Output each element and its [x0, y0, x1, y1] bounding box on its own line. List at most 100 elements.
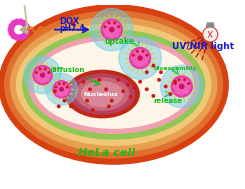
Circle shape	[36, 76, 42, 81]
Circle shape	[152, 64, 155, 67]
Circle shape	[45, 72, 50, 78]
Circle shape	[48, 72, 49, 73]
Circle shape	[21, 21, 27, 26]
Ellipse shape	[81, 82, 123, 106]
Circle shape	[127, 83, 129, 86]
Circle shape	[137, 50, 138, 52]
Circle shape	[122, 90, 124, 92]
Circle shape	[63, 87, 69, 92]
Circle shape	[138, 56, 142, 60]
Circle shape	[184, 83, 190, 90]
Circle shape	[21, 33, 27, 39]
Circle shape	[33, 66, 52, 84]
Circle shape	[129, 96, 132, 98]
Circle shape	[146, 88, 148, 91]
Circle shape	[18, 19, 23, 24]
Circle shape	[132, 55, 138, 61]
Circle shape	[89, 88, 91, 91]
Circle shape	[60, 88, 63, 91]
Ellipse shape	[23, 30, 205, 139]
Circle shape	[179, 89, 185, 95]
Circle shape	[14, 19, 20, 24]
Circle shape	[54, 90, 56, 92]
Circle shape	[70, 105, 72, 108]
Circle shape	[146, 71, 148, 74]
Circle shape	[188, 83, 189, 84]
Ellipse shape	[5, 11, 222, 158]
Circle shape	[133, 54, 134, 56]
Circle shape	[137, 50, 143, 56]
Circle shape	[63, 83, 65, 84]
Circle shape	[18, 35, 23, 40]
Circle shape	[179, 78, 185, 84]
Circle shape	[35, 72, 40, 78]
Circle shape	[8, 27, 13, 32]
Circle shape	[40, 77, 46, 83]
Circle shape	[55, 86, 57, 88]
Circle shape	[92, 109, 94, 111]
Circle shape	[142, 50, 144, 52]
Circle shape	[24, 27, 30, 32]
Polygon shape	[20, 0, 27, 32]
Circle shape	[114, 26, 120, 33]
Text: diffusion: diffusion	[49, 67, 85, 73]
Circle shape	[56, 90, 61, 95]
Circle shape	[142, 55, 149, 61]
Circle shape	[43, 69, 49, 74]
Circle shape	[160, 71, 162, 74]
Text: HeLa cell: HeLa cell	[78, 148, 135, 158]
Circle shape	[174, 83, 176, 84]
Ellipse shape	[0, 5, 228, 164]
Circle shape	[11, 21, 17, 26]
Circle shape	[183, 80, 189, 86]
Circle shape	[66, 86, 68, 88]
Text: uptake: uptake	[104, 37, 134, 46]
Circle shape	[58, 105, 60, 108]
Circle shape	[118, 26, 119, 28]
Circle shape	[173, 83, 180, 90]
Circle shape	[174, 81, 176, 83]
Circle shape	[169, 93, 172, 95]
Circle shape	[103, 26, 110, 33]
Circle shape	[90, 9, 133, 51]
Circle shape	[43, 76, 49, 81]
Circle shape	[133, 86, 136, 89]
Circle shape	[183, 87, 189, 93]
Circle shape	[161, 65, 203, 108]
Ellipse shape	[70, 74, 135, 114]
Circle shape	[59, 91, 64, 96]
Text: UV/NIR light: UV/NIR light	[172, 42, 234, 51]
Circle shape	[56, 84, 61, 89]
Circle shape	[105, 88, 107, 91]
Circle shape	[109, 32, 115, 38]
Circle shape	[178, 79, 180, 81]
Circle shape	[110, 28, 114, 32]
Circle shape	[9, 23, 14, 29]
Circle shape	[117, 79, 120, 81]
Text: release: release	[153, 98, 183, 105]
Circle shape	[108, 105, 110, 108]
Ellipse shape	[11, 17, 217, 152]
Circle shape	[40, 67, 46, 73]
Ellipse shape	[34, 41, 193, 128]
Circle shape	[24, 23, 29, 29]
Text: DOX: DOX	[60, 17, 80, 26]
Ellipse shape	[76, 78, 129, 110]
Circle shape	[39, 68, 41, 70]
Circle shape	[133, 51, 139, 57]
Circle shape	[41, 73, 45, 77]
Circle shape	[105, 23, 111, 29]
Text: disassembly: disassembly	[153, 66, 197, 71]
Circle shape	[86, 99, 88, 102]
Circle shape	[44, 68, 46, 70]
Circle shape	[98, 79, 101, 81]
Polygon shape	[20, 25, 27, 34]
Circle shape	[46, 73, 77, 105]
Polygon shape	[207, 23, 214, 27]
Circle shape	[108, 22, 110, 24]
Circle shape	[175, 87, 181, 93]
Circle shape	[53, 81, 70, 98]
Circle shape	[164, 85, 167, 88]
Circle shape	[24, 57, 61, 94]
Circle shape	[137, 60, 143, 67]
